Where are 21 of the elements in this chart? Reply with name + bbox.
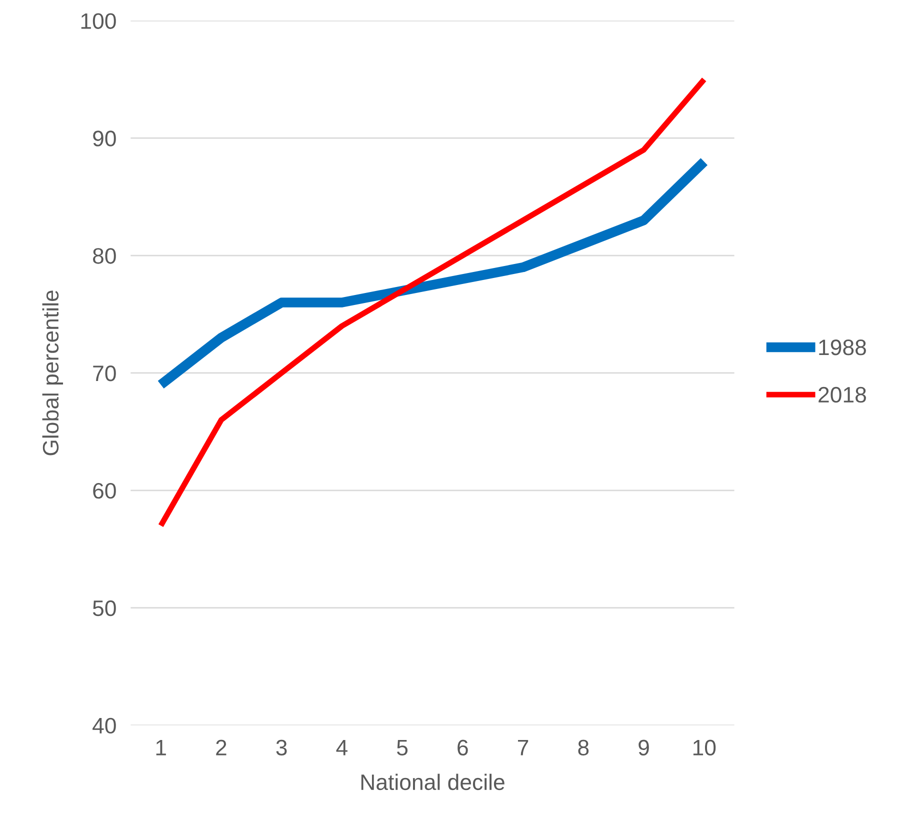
y-tick-label: 40 (92, 718, 116, 734)
y-tick-label: 90 (93, 130, 116, 146)
y-tick-label: 100 (81, 13, 116, 29)
y-tick-label: 80 (93, 248, 116, 264)
x-axis-title: National decile (361, 774, 504, 790)
legend-label: 1988 (819, 340, 866, 356)
y-tick-label: 70 (93, 366, 116, 382)
x-tick-label: 10 (693, 740, 716, 756)
x-tick-label: 4 (336, 740, 348, 756)
x-tick-label: 3 (276, 740, 287, 756)
x-tick-label: 7 (518, 740, 528, 756)
x-tick-label: 6 (458, 740, 468, 756)
x-tick-label: 9 (638, 740, 649, 756)
y-axis-title: Global percentile (42, 290, 64, 456)
x-tick-label: 1 (156, 740, 166, 756)
x-tick-label: 8 (578, 740, 589, 756)
legend-label: 2018 (818, 386, 866, 403)
x-tick-label: 2 (216, 740, 226, 756)
x-tick-label: 5 (397, 740, 408, 756)
y-tick-label: 50 (92, 600, 116, 616)
y-tick-label: 60 (93, 482, 116, 499)
